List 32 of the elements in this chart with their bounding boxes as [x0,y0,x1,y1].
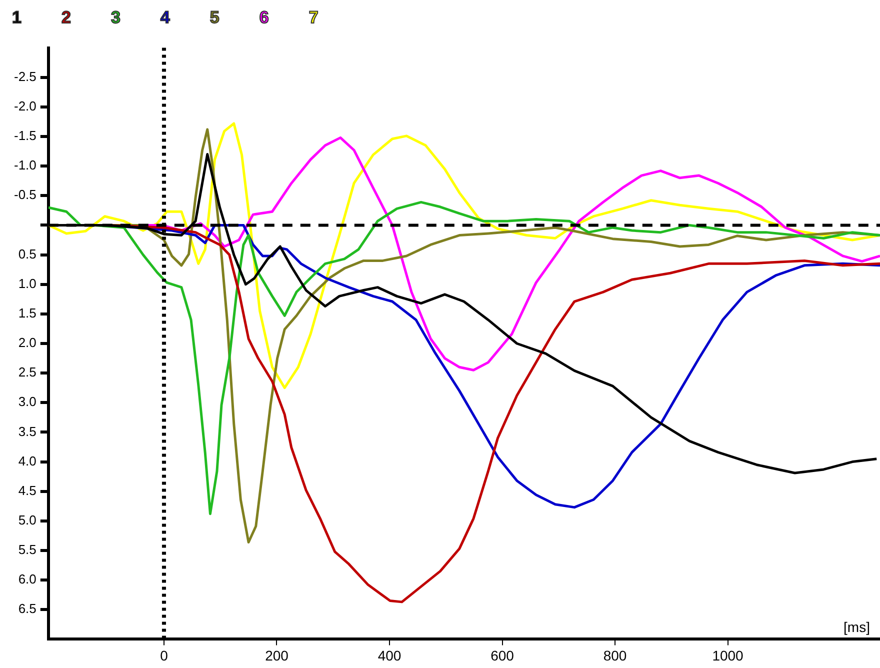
y-tick-label: 1.5 [18,306,36,321]
x-tick-label: 800 [603,647,627,664]
y-tick-label: -1.5 [14,128,36,144]
y-tick-label: 6.5 [18,601,36,616]
y-tick-label: -1.0 [14,158,36,173]
x-tick-label: 600 [490,647,514,664]
text: 6 [259,8,269,28]
text: 1 [12,8,22,28]
x-axis-title: [ms] [844,619,870,636]
y-tick-label: -2.0 [14,98,36,114]
text: 5 [210,8,220,28]
y-tick-label: 3.0 [18,394,36,410]
y-tick-label: 2.0 [18,335,36,350]
y-tick-label: -2.5 [14,68,36,84]
x-tick-label: 200 [265,647,289,664]
y-tick-label: 4.0 [18,453,36,468]
y-tick-label: 6.0 [18,572,36,587]
y-tick-label: 1.0 [18,276,36,291]
y-tick-label: 3.5 [18,424,36,439]
text: 3 [110,8,120,28]
text: 4 [160,8,170,28]
y-tick-label: 2.5 [18,364,36,380]
x-tick-label: 400 [378,647,402,664]
text: 2 [61,8,71,28]
y-tick-label: 5.0 [18,512,36,528]
y-tick-label: 0.5 [18,246,36,262]
y-tick-label: 5.5 [18,542,36,558]
text: 7 [308,8,318,28]
y-tick-label: -0.5 [14,187,36,202]
x-tick-label: 1000 [712,647,744,664]
x-tick-label: 0 [160,647,168,664]
y-tick-label: 4.5 [18,482,36,498]
